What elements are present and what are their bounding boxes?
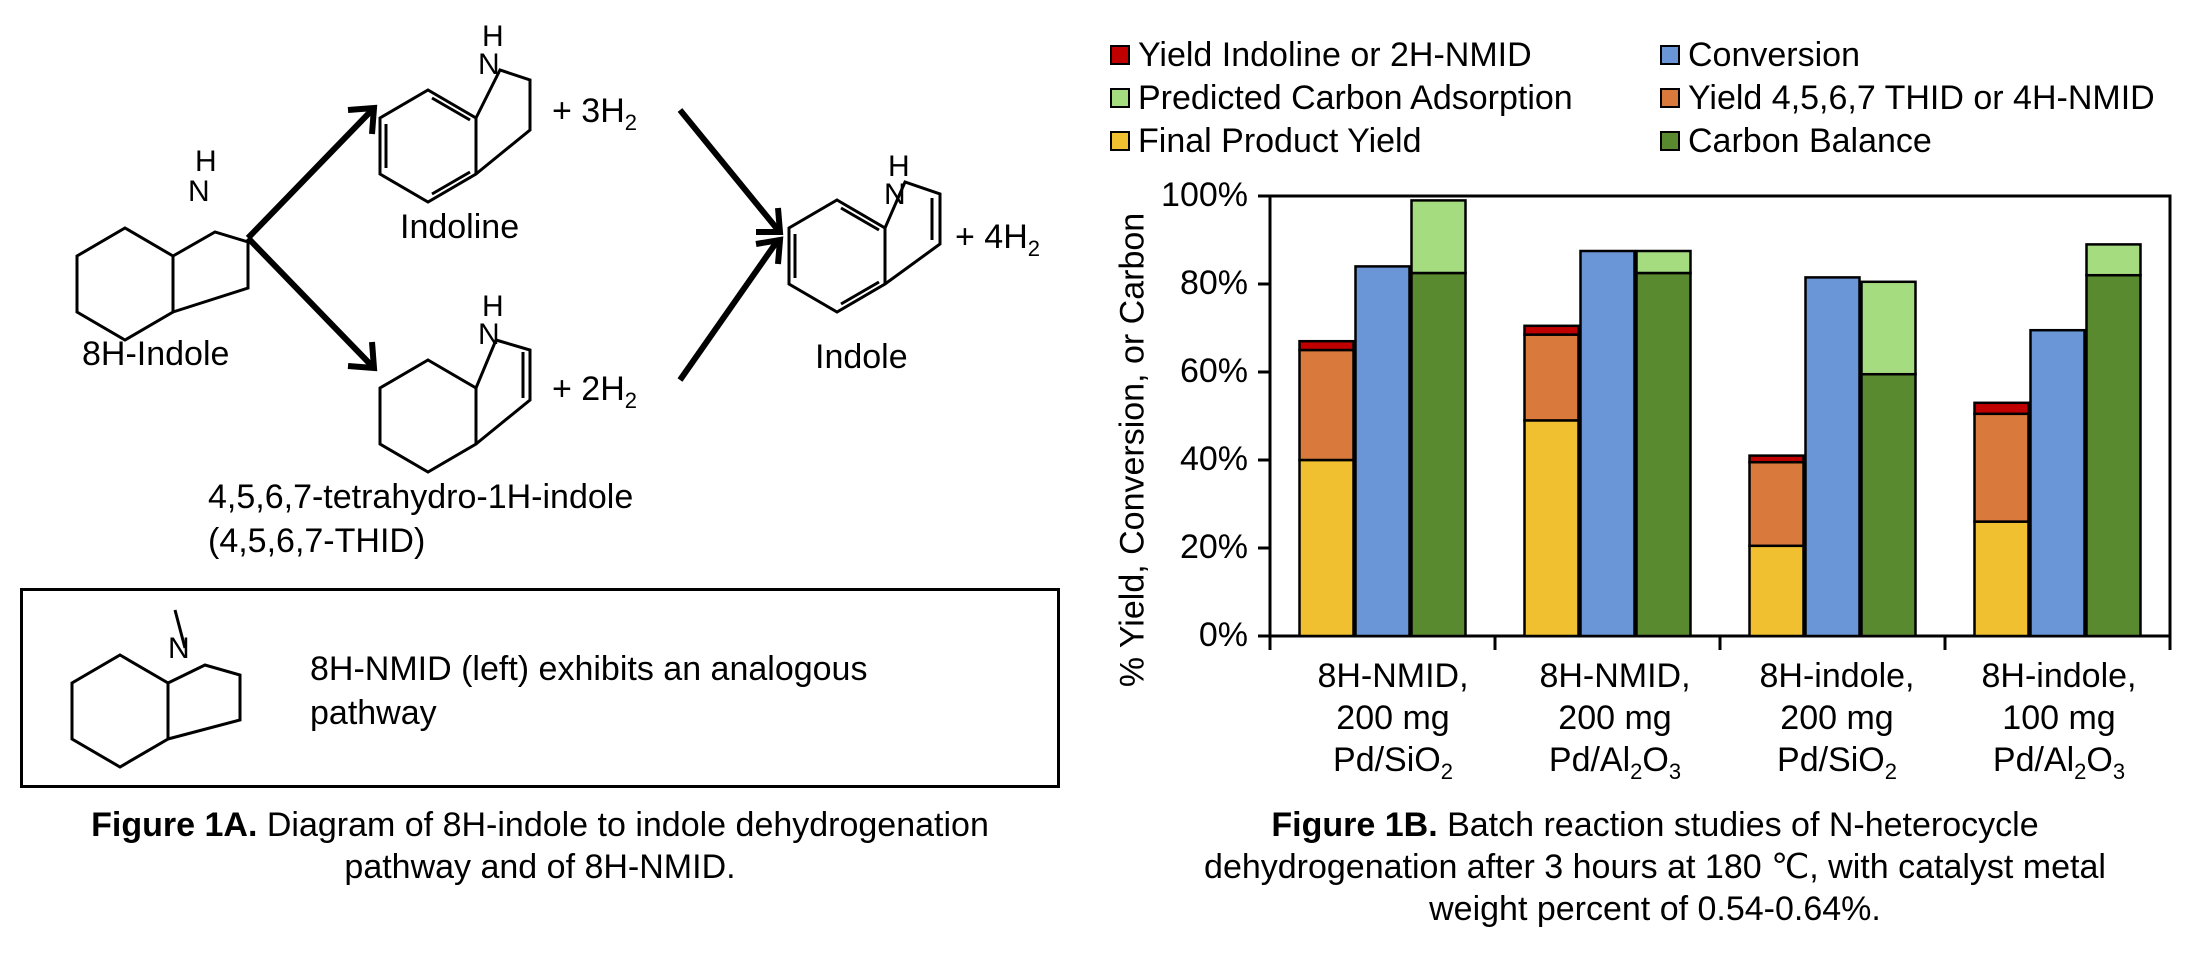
legend-swatch bbox=[1110, 45, 1130, 65]
indole-n-label: N bbox=[884, 178, 906, 211]
indole-h2: + 4H2 bbox=[955, 218, 1041, 261]
bar-final-product-yield bbox=[1748, 544, 1805, 638]
y-tick-label: 80% bbox=[1179, 264, 1248, 302]
nmid-info-box bbox=[20, 588, 1060, 788]
bar-final-product-yield bbox=[1298, 458, 1355, 638]
indoline-structure bbox=[378, 68, 532, 204]
legend-swatch bbox=[1660, 131, 1680, 151]
reaction-scheme bbox=[70, 68, 942, 769]
thid-h2: + 2H2 bbox=[552, 370, 638, 413]
legend-item-final-product: Final Product Yield bbox=[1110, 121, 1422, 161]
bar-yield-thid-4h-nmid bbox=[1523, 333, 1580, 422]
x-tick-label-1: 8H-NMID, 200 mg Pd/SiO2 bbox=[1317, 657, 1469, 784]
legend-swatch bbox=[1110, 88, 1130, 108]
bar-predicted-carbon-adsorption bbox=[1410, 199, 1467, 275]
nmid-box-text-line2: pathway bbox=[310, 694, 437, 732]
bar-yield-indoline-2h-nmid bbox=[1523, 324, 1580, 336]
bar-yield-thid-4h-nmid bbox=[1298, 348, 1355, 462]
indole-structure bbox=[787, 180, 942, 314]
thid-name-line1: 4,5,6,7-tetrahydro-1H-indole bbox=[208, 478, 634, 516]
y-tick-label: 40% bbox=[1179, 440, 1248, 478]
thid-name-line2: (4,5,6,7-THID) bbox=[208, 522, 426, 560]
legend-item-carbon-balance: Carbon Balance bbox=[1660, 121, 1932, 161]
figure-1b-caption: Figure 1B. Batch reaction studies of N-h… bbox=[1204, 806, 2106, 928]
y-tick-label: 20% bbox=[1179, 528, 1248, 566]
legend-item-yield-thid: Yield 4,5,6,7 THID or 4H-NMID bbox=[1660, 78, 2155, 118]
figure-1a-caption: Figure 1A. Diagram of 8H-indole to indol… bbox=[91, 806, 989, 886]
bar-conversion bbox=[2029, 328, 2086, 638]
bar-predicted-carbon-adsorption bbox=[1635, 249, 1692, 275]
thid-structure bbox=[378, 338, 532, 474]
chart-legend: Yield Indoline or 2H-NMID Conversion Pre… bbox=[1110, 35, 2200, 165]
bar-conversion bbox=[1804, 276, 1861, 638]
legend-item-yield-indoline: Yield Indoline or 2H-NMID bbox=[1110, 35, 1532, 75]
bar-carbon-balance bbox=[1410, 271, 1467, 638]
bar-predicted-carbon-adsorption bbox=[2085, 243, 2142, 277]
indole-h-label: H bbox=[888, 150, 910, 183]
bar-yield-indoline-2h-nmid bbox=[1748, 454, 1805, 464]
bar-carbon-balance bbox=[1635, 271, 1692, 638]
indoline-n-label: N bbox=[478, 48, 500, 81]
legend-item-conversion: Conversion bbox=[1660, 35, 1860, 75]
bar-final-product-yield bbox=[1523, 419, 1580, 638]
8h-indole-h-label: H bbox=[195, 145, 217, 178]
x-tick-label-3: 8H-indole, 200 mg Pd/SiO2 bbox=[1759, 657, 1915, 784]
x-tick-label-2: 8H-NMID, 200 mg Pd/Al2O3 bbox=[1539, 657, 1691, 784]
8h-indole-name: 8H-Indole bbox=[82, 335, 230, 373]
bar-predicted-carbon-adsorption bbox=[1860, 280, 1917, 376]
legend-item-predicted-adsorption: Predicted Carbon Adsorption bbox=[1110, 78, 1573, 118]
bar-carbon-balance bbox=[1860, 372, 1917, 638]
bar-conversion bbox=[1354, 265, 1411, 638]
indoline-h2: + 3H2 bbox=[552, 92, 638, 135]
bar-yield-thid-4h-nmid bbox=[1748, 460, 1805, 548]
bar-yield-thid-4h-nmid bbox=[1973, 412, 2030, 523]
8h-indole-n-label: N bbox=[188, 175, 210, 208]
x-tick-label-4: 8H-indole, 100 mg Pd/Al2O3 bbox=[1981, 657, 2137, 784]
bar-conversion bbox=[1579, 249, 1636, 638]
bar-yield-indoline-2h-nmid bbox=[1298, 339, 1355, 352]
bar-yield-indoline-2h-nmid bbox=[1973, 401, 2030, 416]
reaction-arrows bbox=[245, 104, 784, 382]
nmid-n-label: N bbox=[168, 632, 190, 665]
nmid-box-text-line1: 8H-NMID (left) exhibits an analogous bbox=[310, 650, 868, 688]
legend-swatch bbox=[1660, 45, 1680, 65]
thid-h-label: H bbox=[482, 290, 504, 323]
indole-name: Indole bbox=[815, 338, 908, 376]
thid-n-label: N bbox=[478, 318, 500, 351]
bar-final-product-yield bbox=[1973, 520, 2030, 638]
indoline-h-label: H bbox=[482, 20, 504, 53]
y-tick-label: 100% bbox=[1161, 176, 1248, 214]
bar-carbon-balance bbox=[2085, 273, 2142, 638]
8h-nmid-structure bbox=[70, 609, 242, 769]
indoline-name: Indoline bbox=[400, 208, 520, 246]
y-tick-label: 0% bbox=[1198, 616, 1248, 654]
legend-swatch bbox=[1660, 88, 1680, 108]
legend-swatch bbox=[1110, 131, 1130, 151]
y-tick-label: 60% bbox=[1179, 352, 1248, 390]
